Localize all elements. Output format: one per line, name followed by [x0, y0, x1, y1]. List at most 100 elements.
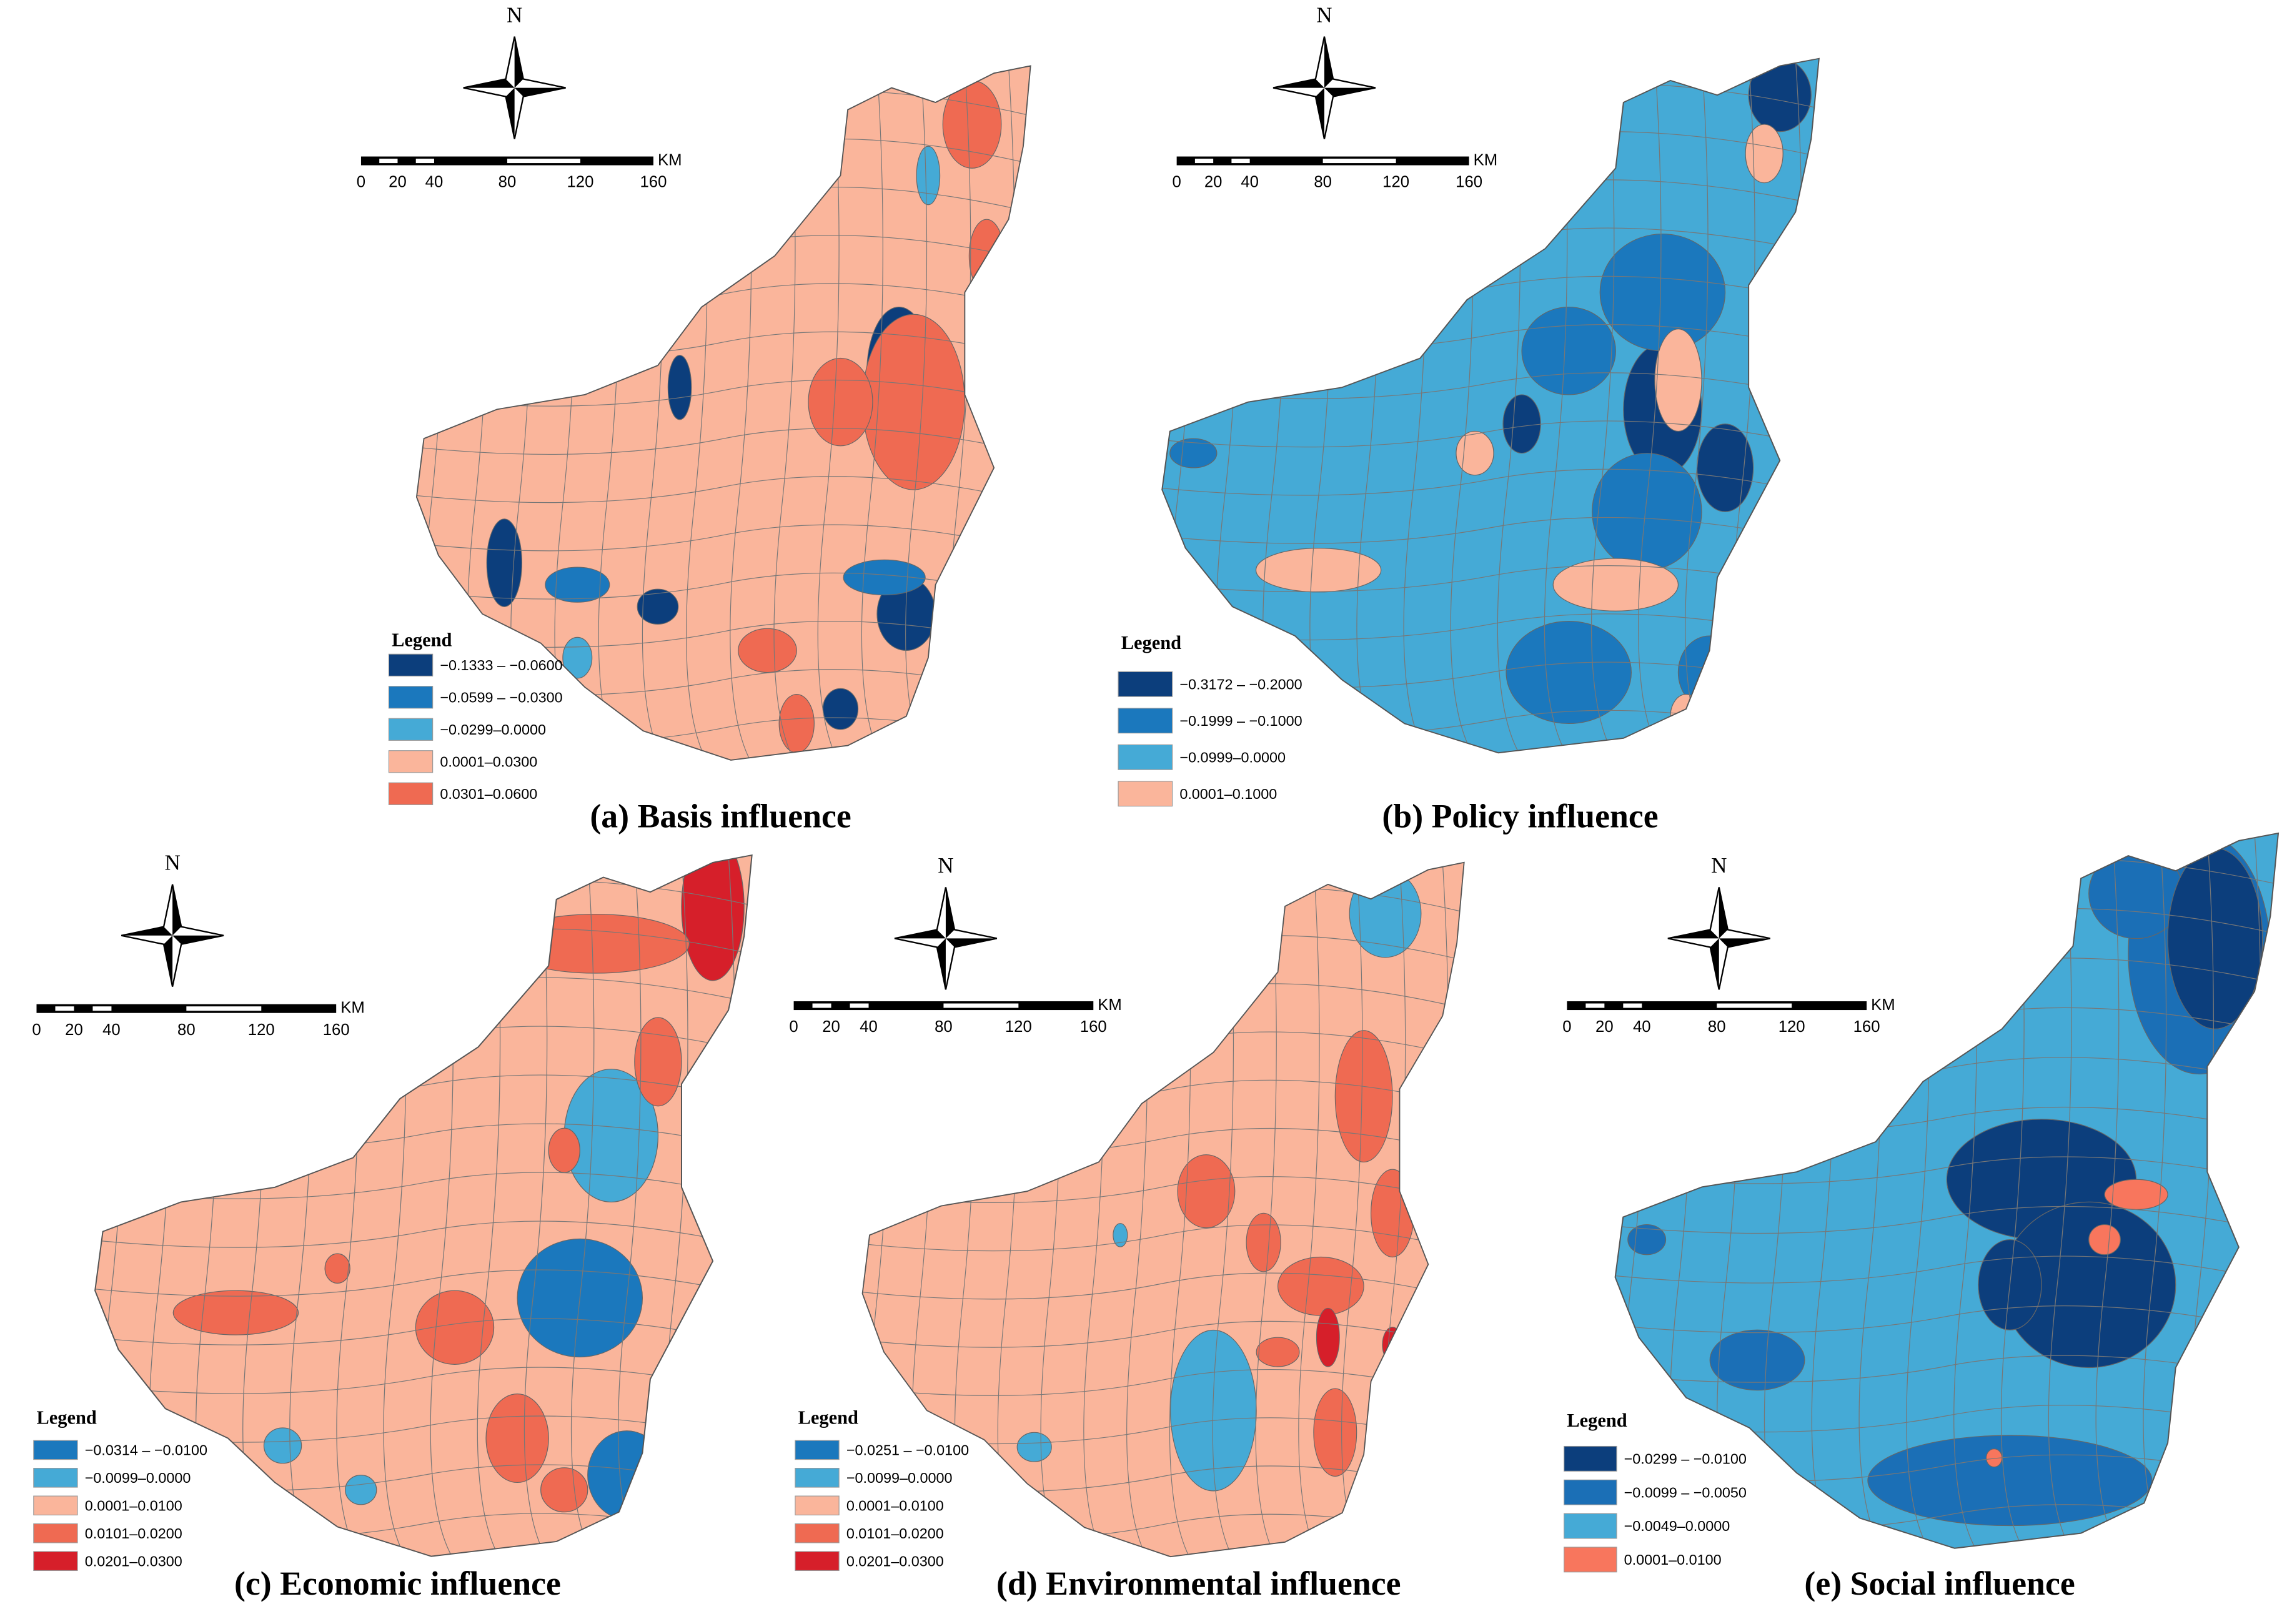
legend-label: 0.0101–0.0200	[846, 1525, 944, 1542]
legend-label: −0.0599 – −0.0300	[440, 690, 562, 706]
scale-tick-label: 20	[1204, 174, 1223, 191]
district-group	[1592, 452, 1702, 571]
map-outline	[1161, 57, 1820, 754]
district-group	[485, 1394, 549, 1483]
district-group	[486, 518, 522, 607]
district-group	[345, 1475, 377, 1505]
legend-label: −0.0999–0.0000	[1179, 749, 1286, 765]
district-boundary	[570, 855, 598, 1557]
map-patches	[416, 66, 1031, 760]
scale-tick-label: 80	[1708, 1018, 1726, 1036]
legend-label: 0.0301–0.0600	[440, 786, 537, 802]
district-group	[2104, 1179, 2168, 1211]
legend-swatch	[1118, 744, 1173, 770]
district-boundary	[817, 66, 843, 760]
district-boundary	[1162, 420, 1819, 448]
scale-segment	[507, 159, 580, 164]
panel: N 0 20 40 80 120 160 KM Legend −0.3172 – −0.2000 −…	[1118, 2, 1820, 835]
scale-segment	[1623, 1003, 1642, 1008]
district-group	[1382, 1327, 1403, 1363]
map-outline	[415, 65, 1031, 761]
legend-swatch	[1118, 708, 1173, 734]
scale-tick-label: 120	[248, 1021, 275, 1039]
legend-swatch	[33, 1551, 78, 1572]
panel-title: (c) Economic influence	[234, 1565, 561, 1602]
district-boundary	[862, 1320, 1464, 1348]
district-group	[1670, 694, 1702, 739]
scale-tick-label: 0	[32, 1021, 41, 1039]
legend-label: 0.0201–0.0300	[85, 1553, 182, 1569]
district-group	[1313, 1388, 1357, 1477]
district-group	[1371, 1169, 1414, 1258]
district-group	[1177, 1154, 1236, 1229]
district-boundary	[416, 428, 1031, 455]
scale-tick-label: 160	[1456, 174, 1482, 191]
district-boundary	[1622, 833, 1649, 1548]
map-outline	[1614, 832, 2280, 1549]
panel: N 0 20 40 80 120 160 KM Legend −0.0251 – −0.0100 −…	[789, 853, 1465, 1602]
district-boundary	[1590, 58, 1618, 753]
district-group	[861, 314, 965, 490]
legend-title: Legend	[392, 629, 452, 650]
district-boundary	[1615, 1305, 2279, 1334]
district-group	[1502, 394, 1541, 454]
district-group	[1654, 329, 1702, 432]
scale-unit: KM	[1871, 996, 1895, 1014]
scale-tick-label: 120	[1382, 174, 1409, 191]
scale-tick-label: 80	[499, 174, 517, 191]
panel: N 0 20 40 80 120 160 KM Legend −0.0314 – −0.0100 −…	[32, 850, 753, 1602]
map-outline	[861, 861, 1465, 1558]
district-group	[1349, 869, 1422, 958]
panel: N 0 20 40 80 120 160 KM Legend −0.0299 – −0.0100 −…	[1562, 832, 2280, 1602]
compass-shade	[1667, 887, 1770, 990]
district-boundary	[1162, 468, 1819, 496]
district-group	[637, 588, 679, 625]
legend-swatch	[33, 1440, 78, 1460]
scale-segment	[850, 1003, 869, 1008]
district-group	[1696, 423, 1754, 512]
legend-label: −0.0099 – −0.0050	[1624, 1484, 1747, 1500]
legend-label: −0.0299 – −0.0100	[1624, 1451, 1747, 1467]
legend-label: −0.0314 – −0.0100	[85, 1442, 207, 1458]
district-boundary	[861, 66, 886, 760]
district-group	[822, 688, 859, 730]
legend-label: −0.0049–0.0000	[1624, 1518, 1730, 1534]
scale-segment	[415, 159, 434, 164]
district-group	[942, 80, 1002, 169]
compass-shade	[121, 884, 224, 987]
legend-label: 0.0001–0.1000	[1179, 786, 1277, 802]
district-group	[263, 1427, 302, 1464]
legend-label: −0.0099–0.0000	[85, 1470, 191, 1486]
scale-tick-label: 160	[1080, 1018, 1107, 1036]
district-boundary	[1298, 862, 1323, 1557]
legend-swatch	[388, 718, 434, 741]
legend-swatch	[388, 750, 434, 773]
legend-swatch	[795, 1468, 840, 1488]
scale-segment	[1194, 159, 1214, 164]
legend-swatch	[1118, 781, 1173, 807]
panel-title: (e) Social influence	[1804, 1565, 2075, 1602]
legend-swatch	[388, 686, 434, 709]
legend-swatch	[33, 1468, 78, 1488]
district-boundary	[95, 1367, 752, 1394]
district-group	[1456, 430, 1494, 476]
district-group	[1016, 1432, 1052, 1462]
district-group	[634, 1017, 682, 1107]
district-boundary	[862, 1224, 1464, 1252]
north-label: N	[938, 853, 953, 878]
scale-tick-label: 160	[1853, 1018, 1880, 1036]
district-group	[1748, 58, 1812, 132]
district-group	[778, 694, 815, 753]
scale-unit: KM	[1474, 152, 1498, 169]
legend-swatch	[1118, 671, 1173, 697]
district-boundary	[416, 572, 1031, 600]
scale-tick-label: 20	[1595, 1018, 1614, 1036]
scale-segment	[1717, 1003, 1792, 1008]
district-group	[324, 1253, 350, 1284]
district-group	[1506, 621, 1632, 725]
legend-swatch	[1564, 1479, 1617, 1505]
scale-unit: KM	[1098, 996, 1122, 1014]
legend-label: −0.0299–0.0000	[440, 721, 546, 738]
legend-label: −0.0251 – −0.0100	[846, 1442, 969, 1458]
